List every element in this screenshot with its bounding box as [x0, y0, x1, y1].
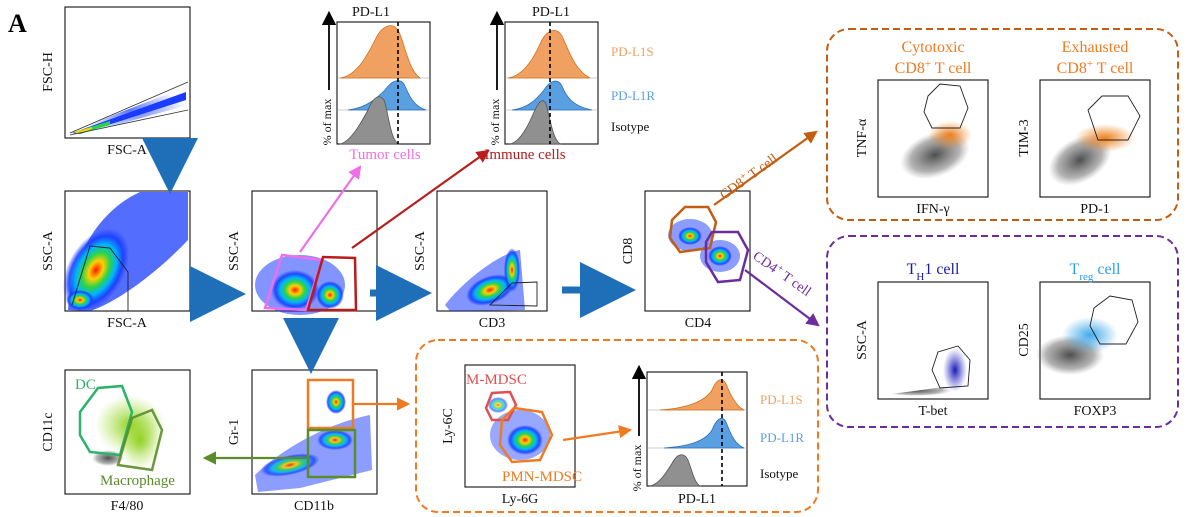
- hist-title: PD-L1: [532, 5, 570, 20]
- plot-tim3-pd1: PD-1 TIM-3: [1017, 79, 1151, 217]
- axis-label-x: Ly-6G: [502, 492, 539, 507]
- plot-tnf-ifn: IFN-γ TNF-α: [855, 79, 989, 217]
- axis-label-y: SSC-A: [227, 230, 242, 271]
- cd8-subset-box: [826, 28, 1179, 221]
- legend-pdl1s: PD-L1S: [760, 392, 803, 407]
- tumor-arrow: [299, 165, 362, 253]
- hist-title: PD-L1: [352, 5, 390, 20]
- axis-label-x: CD45: [297, 316, 330, 331]
- cd8-gate: [668, 205, 718, 254]
- cd4-arrow: [744, 269, 820, 327]
- histogram-tumor: PD-L1 % of max Tumor cells: [320, 5, 431, 163]
- exhausted-title-line1: Exhausted: [1062, 39, 1129, 56]
- hist-ylabel: % of max: [488, 99, 502, 146]
- cytotoxic-title-line2: CD8+ T cell: [895, 58, 972, 77]
- cd4-subset-box: [826, 235, 1179, 428]
- plot-ssc-tbet: T-bet SSC-A: [855, 281, 989, 419]
- histogram-immune: PD-L1 % of max Immune cells PD-L1S PD-L1…: [484, 5, 655, 163]
- legend-pdl1r: PD-L1R: [611, 88, 655, 103]
- axis-label-y: TNF-α: [855, 118, 870, 157]
- axis-label-x: T-bet: [918, 404, 947, 419]
- orange-mdsc-gate: [306, 378, 355, 430]
- axis-label-y: TIM-3: [1017, 119, 1032, 156]
- plot-ssc-cd45: CD45 SSC-A: [227, 190, 378, 331]
- exhausted-title-line2: CD8+ T cell: [1057, 58, 1134, 77]
- treg-gate: [1089, 295, 1139, 345]
- pmn-arrow: [562, 425, 633, 442]
- cytotoxic-title-line1: Cytotoxic: [901, 39, 964, 56]
- legend-pdl1r: PD-L1R: [760, 430, 804, 445]
- axis-label-y: CD8: [621, 238, 636, 264]
- dc-gate: [78, 384, 134, 457]
- pmn-mdsc-gate: [498, 406, 554, 464]
- mmdsc-gate: [484, 390, 518, 422]
- axis-label-x: IFN-γ: [916, 202, 949, 217]
- legend-isotype: Isotype: [611, 119, 650, 134]
- panel-letter: A: [8, 9, 27, 38]
- axis-label-x: CD11b: [294, 499, 334, 514]
- hist-caption: Immune cells: [484, 147, 565, 163]
- legend-isotype: Isotype: [760, 466, 799, 481]
- cd8-arrow: [713, 130, 818, 206]
- hist-caption: Tumor cells: [349, 147, 421, 163]
- dc-label: DC: [75, 377, 96, 393]
- mmdsc-label: M-MDSC: [466, 372, 527, 388]
- axis-label-y: FSC-H: [41, 52, 56, 92]
- plot-cd25-foxp3: FOXP3 CD25: [1017, 281, 1151, 419]
- axis-label-x: FSC-A: [107, 143, 148, 158]
- hist-xlabel: PD-L1: [678, 492, 716, 507]
- axis-label-x: FSC-A: [107, 316, 148, 331]
- histogram-mdsc: % of max PD-L1 PD-L1S PD-L1R Isotype: [630, 364, 804, 507]
- axis-label-y: SSC-A: [41, 230, 56, 271]
- th1-title: TH1 cell: [907, 261, 960, 283]
- axis-label-y: CD25: [1017, 323, 1032, 356]
- axis-label-y: SSC-A: [413, 230, 428, 271]
- macrophage-label: Macrophage: [100, 473, 175, 489]
- plot-cd11c-f480: DC Macrophage F4/80 CD11c: [41, 369, 191, 514]
- cd4-gate: [704, 230, 750, 284]
- treg-title: Treg cell: [1070, 261, 1121, 283]
- hist-ylabel: % of max: [320, 99, 334, 146]
- axis-label-y: Gr-1: [227, 419, 242, 445]
- axis-label-y: Ly-6C: [441, 408, 456, 444]
- axis-label-x: F4/80: [111, 499, 144, 514]
- axis-label-y: SSC-A: [855, 319, 870, 360]
- plot-ssc-fsca: FSC-A SSC-A: [41, 190, 191, 331]
- axis-label-x: FOXP3: [1074, 404, 1117, 419]
- macrophage-gate: [116, 408, 164, 472]
- axis-label-x: PD-1: [1080, 202, 1110, 217]
- plot-ly6c-ly6g: M-MDSC PMN-MDSC Ly-6G Ly-6C: [441, 364, 582, 507]
- pmn-mdsc-label: PMN-MDSC: [502, 469, 582, 485]
- axis-label-y: CD11c: [41, 412, 56, 451]
- plot-gr1-cd11b: CD11b Gr-1: [227, 369, 378, 514]
- plot-fsch-fsca: FSC-A FSC-H: [41, 6, 191, 158]
- legend-pdl1s: PD-L1S: [611, 44, 654, 59]
- immune-arrow: [351, 149, 490, 249]
- plot-ssc-cd3: CD3 SSC-A: [413, 190, 548, 331]
- mdsc-box: [415, 339, 819, 513]
- axis-label-x: CD4: [685, 316, 711, 331]
- axis-label-x: CD3: [479, 316, 505, 331]
- plot-cd8-cd4: CD4 CD8: [621, 190, 751, 331]
- immune-gate: [306, 255, 358, 312]
- cd4-t-cell-label: CD4+ T cell: [750, 247, 815, 300]
- green-myeloid-gate: [306, 428, 357, 479]
- hist-ylabel: % of max: [630, 445, 644, 492]
